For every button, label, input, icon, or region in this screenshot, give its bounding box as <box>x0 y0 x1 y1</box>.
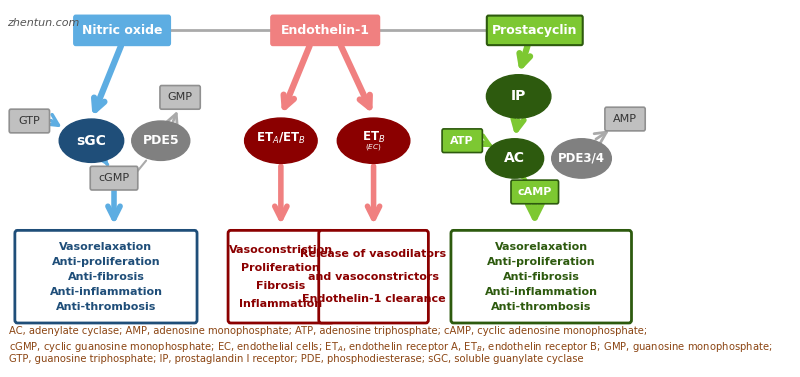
Ellipse shape <box>59 119 124 162</box>
FancyBboxPatch shape <box>90 166 138 190</box>
FancyBboxPatch shape <box>487 15 582 45</box>
FancyBboxPatch shape <box>74 15 170 45</box>
Text: Anti-fibrosis: Anti-fibrosis <box>67 272 144 282</box>
Ellipse shape <box>486 139 544 178</box>
Text: Vasoconstriction: Vasoconstriction <box>229 245 333 254</box>
Text: ATP: ATP <box>450 136 474 146</box>
Text: IP: IP <box>511 89 526 103</box>
Text: sGC: sGC <box>77 134 106 148</box>
FancyBboxPatch shape <box>605 107 646 131</box>
FancyBboxPatch shape <box>228 230 334 323</box>
Text: Vasorelaxation: Vasorelaxation <box>494 242 588 252</box>
Text: zhentun.com: zhentun.com <box>7 18 79 28</box>
FancyBboxPatch shape <box>15 230 197 323</box>
Text: Anti-thrombosis: Anti-thrombosis <box>491 302 591 311</box>
Ellipse shape <box>338 118 410 163</box>
Text: GTP: GTP <box>18 116 40 126</box>
Ellipse shape <box>132 121 190 161</box>
Text: cAMP: cAMP <box>518 187 552 197</box>
Text: GTP, guanosine triphosphate; IP, prostaglandin I receptor; PDE, phosphodiesteras: GTP, guanosine triphosphate; IP, prostag… <box>10 354 584 363</box>
FancyBboxPatch shape <box>451 230 631 323</box>
Text: Endothelin-1: Endothelin-1 <box>281 24 370 37</box>
FancyBboxPatch shape <box>442 129 482 153</box>
Text: Anti-inflammation: Anti-inflammation <box>50 287 162 297</box>
Text: AMP: AMP <box>613 114 637 124</box>
Text: and vasoconstrictors: and vasoconstrictors <box>308 272 439 282</box>
Ellipse shape <box>552 139 611 178</box>
Text: Endothelin-1 clearance: Endothelin-1 clearance <box>302 294 446 305</box>
Text: Anti-thrombosis: Anti-thrombosis <box>56 302 156 311</box>
Text: PDE3/4: PDE3/4 <box>558 152 605 165</box>
Text: Anti-proliferation: Anti-proliferation <box>487 257 595 267</box>
Text: Proliferation: Proliferation <box>242 263 320 273</box>
Text: Fibrosis: Fibrosis <box>256 281 306 291</box>
Text: Anti-fibrosis: Anti-fibrosis <box>502 272 580 282</box>
Ellipse shape <box>245 118 317 163</box>
Text: ET$_B$: ET$_B$ <box>362 130 386 145</box>
Text: cGMP, cyclic guanosine monophosphate; EC, endothelial cells; ET$_A$, endothelin : cGMP, cyclic guanosine monophosphate; EC… <box>10 340 773 354</box>
Text: GMP: GMP <box>168 92 193 103</box>
Text: Vasorelaxation: Vasorelaxation <box>59 242 153 252</box>
Ellipse shape <box>486 75 551 118</box>
Text: Release of vasodilators: Release of vasodilators <box>301 249 446 259</box>
FancyBboxPatch shape <box>160 86 200 109</box>
Text: cGMP: cGMP <box>98 173 130 183</box>
Text: Nitric oxide: Nitric oxide <box>82 24 162 37</box>
FancyBboxPatch shape <box>10 109 50 133</box>
Text: PDE5: PDE5 <box>142 134 179 147</box>
Text: Anti-proliferation: Anti-proliferation <box>52 257 160 267</box>
Text: Inflammation: Inflammation <box>239 299 322 309</box>
Text: $_{(EC)}$: $_{(EC)}$ <box>365 143 382 154</box>
FancyBboxPatch shape <box>318 230 428 323</box>
FancyBboxPatch shape <box>511 180 558 204</box>
Text: AC: AC <box>504 152 525 166</box>
Text: Anti-inflammation: Anti-inflammation <box>485 287 598 297</box>
Text: AC, adenylate cyclase; AMP, adenosine monophosphate; ATP, adenosine triphosphate: AC, adenylate cyclase; AMP, adenosine mo… <box>10 326 647 336</box>
Text: ET$_A$/ET$_B$: ET$_A$/ET$_B$ <box>256 131 306 146</box>
FancyBboxPatch shape <box>271 15 379 45</box>
Text: Prostacyclin: Prostacyclin <box>492 24 578 37</box>
